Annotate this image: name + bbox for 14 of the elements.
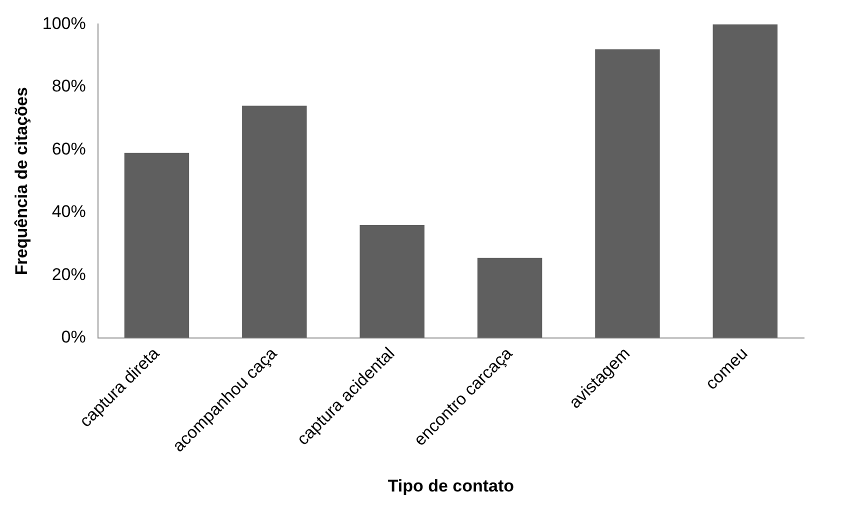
bar [477,258,542,338]
bar [360,224,424,338]
y-tick-label: 0% [61,328,86,347]
bar [595,49,660,338]
bar [242,106,307,338]
x-axis-title: Tipo de contato [388,476,514,496]
y-tick-label: 60% [52,139,86,158]
y-axis-title: Frequência de citações [12,87,31,276]
y-tick-label: 80% [52,76,86,96]
y-tick-label: 40% [52,202,86,222]
y-tick-label: 20% [52,264,86,284]
bar [124,152,190,338]
y-tick-label: 100% [42,14,86,33]
bar [712,24,778,338]
